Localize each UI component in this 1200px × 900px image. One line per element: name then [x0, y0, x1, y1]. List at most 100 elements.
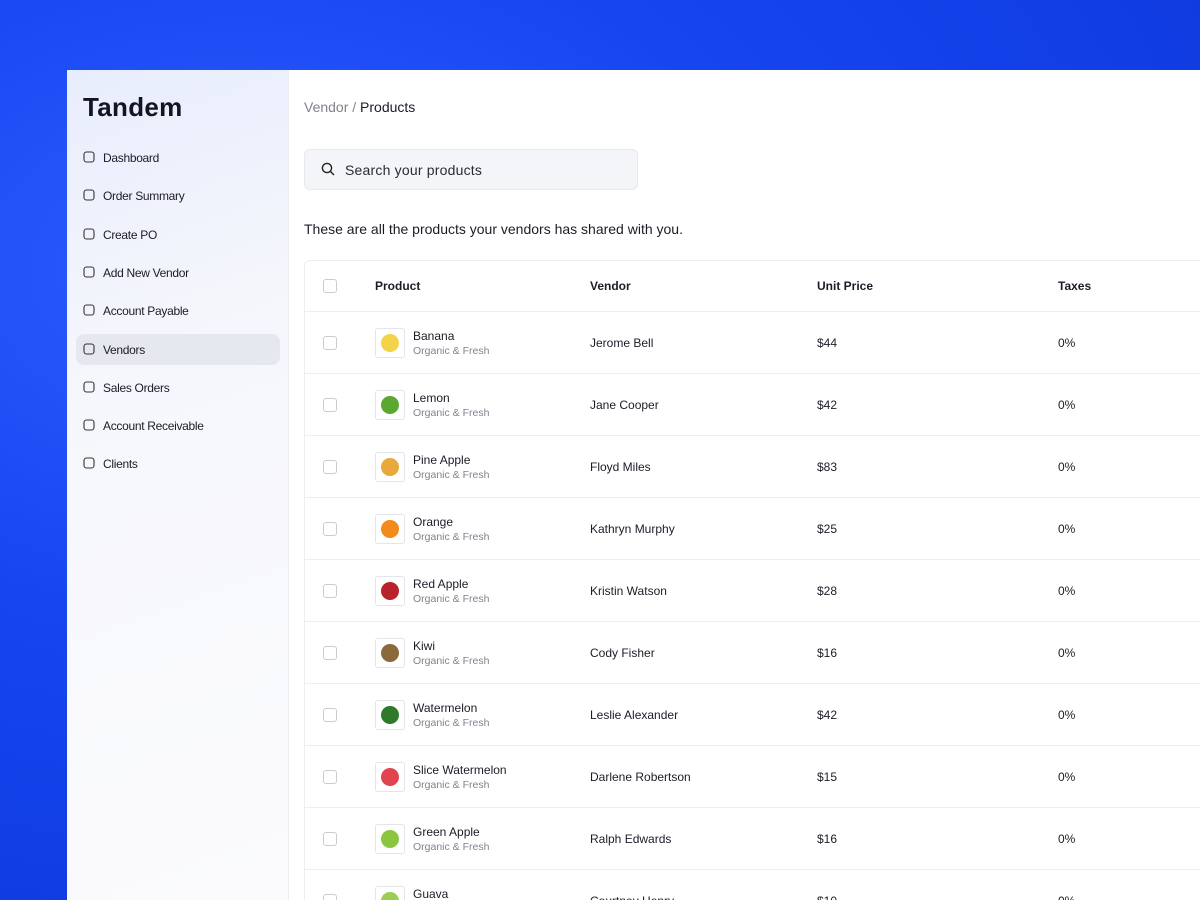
table-row: Slice Watermelon Organic & Fresh Darlene R…	[305, 746, 1200, 808]
brand: Tandem	[83, 92, 183, 122]
table-header: Product Vendor Unit Price Taxes	[305, 261, 1200, 312]
table-row: GuavaOrganic & FreshCourtney Henry$100%	[305, 870, 1200, 900]
column-header: Product	[375, 279, 421, 293]
table-row: Pine Apple Organic & Fresh Floyd Miles $83 0…	[305, 436, 1200, 498]
intro-text: These are all the products your vendors …	[304, 221, 683, 237]
unit-price: $10	[817, 894, 837, 900]
vendor-name: Cody Fisher	[590, 645, 655, 660]
checkbox[interactable]	[323, 335, 337, 350]
table-row: Lemon Organic & Fresh Jane Cooper $42 0%	[305, 374, 1200, 436]
column-header: Unit Price	[817, 279, 874, 293]
product-name: Red Apple	[413, 577, 469, 591]
taxes: 0%	[1058, 831, 1076, 846]
product-note: Organic & Fresh	[413, 345, 490, 357]
product-thumb	[375, 514, 405, 544]
product-name: Green Apple	[413, 825, 480, 839]
vendor-name: Darlene Robertson	[590, 769, 691, 784]
checkbox[interactable]	[323, 831, 337, 846]
nav-item[interactable]: Add New Vendor	[76, 257, 280, 288]
nav-label: Vendors	[103, 342, 145, 357]
nav-item[interactable]: Clients	[76, 448, 280, 479]
vendor-name: Kristin Watson	[590, 583, 667, 598]
product-image	[381, 706, 399, 724]
checkbox[interactable]	[323, 459, 337, 474]
main: Vendor / Products Search your products T…	[289, 70, 1200, 900]
search-box[interactable]: Search your products	[304, 149, 638, 190]
product-note: Organic & Fresh	[413, 593, 490, 605]
nav-item[interactable]: Create PO	[76, 219, 280, 250]
product-thumb	[375, 824, 405, 854]
product-note: Organic & Fresh	[413, 407, 490, 419]
product-image	[381, 830, 399, 848]
product-image	[381, 582, 399, 600]
nav-icon	[83, 457, 95, 469]
product-thumb	[375, 638, 405, 668]
unit-price: $42	[817, 397, 838, 412]
checkbox[interactable]	[323, 707, 337, 722]
taxes: 0%	[1058, 645, 1076, 660]
product-thumb	[375, 390, 405, 420]
taxes: 0%	[1058, 707, 1076, 722]
breadcrumb: Vendor / Products	[304, 99, 415, 115]
table-row: Green Apple Organic & Fresh Ralph Edwards $…	[305, 808, 1200, 870]
checkbox[interactable]	[323, 645, 337, 660]
unit-price: $28	[817, 583, 838, 598]
taxes: 0%	[1058, 583, 1076, 598]
unit-price: $42	[817, 707, 838, 722]
product-name: Lemon	[413, 391, 450, 405]
unit-price: $16	[817, 831, 838, 846]
breadcrumb-current: Products	[360, 99, 416, 115]
nav-item[interactable]: Sales Orders	[76, 372, 280, 403]
table-row: Red Apple Organic & Fresh Kristin Watson $2…	[305, 560, 1200, 622]
product-image	[381, 396, 399, 414]
window: Tandem Dashboard Order Summary Create PO Ad…	[67, 70, 1200, 900]
checkbox[interactable]	[323, 583, 337, 598]
taxes: 0%	[1058, 459, 1076, 474]
vendor-name: Ralph Edwards	[590, 831, 672, 846]
taxes: 0%	[1058, 397, 1076, 412]
checkbox[interactable]	[323, 279, 337, 293]
product-name: Slice Watermelon	[413, 763, 507, 777]
nav-item[interactable]: Account Receivable	[76, 410, 280, 441]
nav-label: Order Summary	[103, 189, 185, 204]
product-image	[381, 458, 399, 476]
product-image	[381, 644, 399, 662]
taxes: 0%	[1058, 894, 1075, 900]
breadcrumb-parent[interactable]: Vendor	[304, 99, 349, 115]
checkbox[interactable]	[323, 769, 337, 784]
unit-price: $16	[817, 645, 838, 660]
nav-label: Account Receivable	[103, 419, 204, 434]
vendor-name: Jane Cooper	[590, 397, 659, 412]
vendor-name: Jerome Bell	[590, 335, 654, 350]
vendor-name: Courtney Henry	[590, 894, 674, 900]
checkbox[interactable]	[323, 397, 337, 412]
nav-icon	[83, 419, 95, 431]
search-icon	[321, 162, 335, 176]
unit-price: $44	[817, 335, 838, 350]
product-name: Orange	[413, 515, 454, 529]
table-row: Kiwi Organic & Fresh Cody Fisher $16 0%	[305, 622, 1200, 684]
nav-item[interactable]: Vendors	[76, 333, 280, 365]
nav-item[interactable]: Account Payable	[76, 295, 280, 326]
product-thumb	[375, 700, 405, 730]
product-note: Organic & Fresh	[413, 655, 490, 667]
checkbox[interactable]	[323, 521, 337, 536]
unit-price: $25	[817, 521, 838, 536]
nav-label: Sales Orders	[103, 380, 170, 395]
nav-icon	[83, 228, 95, 240]
nav-item[interactable]: Dashboard	[76, 142, 280, 173]
nav-label: Create PO	[103, 227, 157, 242]
product-thumb	[375, 576, 405, 606]
nav-icon	[83, 342, 95, 355]
checkbox[interactable]	[323, 893, 337, 900]
product-image	[381, 768, 399, 786]
product-note: Organic & Fresh	[413, 841, 490, 853]
product-note: Organic & Fresh	[413, 531, 490, 543]
taxes: 0%	[1058, 335, 1076, 350]
product-name: Pine Apple	[413, 453, 471, 467]
nav-icon	[83, 151, 95, 163]
nav-item[interactable]: Order Summary	[76, 180, 280, 211]
product-image	[381, 334, 399, 352]
